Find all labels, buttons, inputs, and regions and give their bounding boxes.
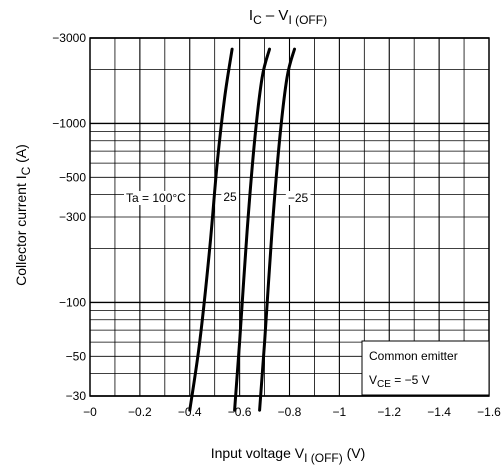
series-label-25: 25 (223, 190, 237, 204)
x-axis-unit: (V) (347, 445, 366, 461)
annotation-vce: VCE = −5 V (369, 373, 430, 390)
series-label-bg-100c (124, 191, 189, 205)
title-sep: – V (262, 7, 289, 24)
annotation-vce-sub: CE (377, 379, 391, 390)
annotation-common-emitter: Common emitter (369, 349, 458, 363)
y-tick-label: −100 (59, 295, 86, 309)
series-curve-1 (233, 47, 271, 412)
x-axis-label: Input voltage VI (OFF) (V) (211, 445, 366, 465)
chart-title: IC – VI (OFF) (249, 7, 327, 27)
y-axis-label: Collector current IC (A) (13, 144, 33, 286)
series-curve-2 (258, 47, 296, 412)
x-tick-label: −0 (83, 405, 97, 419)
x-tick-label: −0.8 (278, 405, 302, 419)
y-tick-label: −500 (59, 170, 86, 184)
title-ic: I (249, 7, 253, 24)
y-axis-var: I (13, 175, 29, 179)
y-tick-label: −50 (66, 349, 87, 363)
title-ic-sub: C (253, 13, 262, 27)
x-tick-label: −1.4 (427, 405, 451, 419)
plot-frame (89, 37, 490, 397)
series-label-minus25: −25 (288, 191, 309, 205)
x-axis-text: Input voltage (211, 445, 291, 461)
series-label-bg-25 (221, 190, 239, 204)
y-axis-text: Collector current (13, 183, 29, 286)
annotation-vce-value: = −5 V (391, 373, 430, 387)
x-axis-var: V (295, 445, 305, 461)
y-tick-label: −300 (59, 210, 86, 224)
x-tick-label: −1.6 (477, 405, 501, 419)
y-tick-label: −30 (66, 389, 87, 403)
x-tick-label: −1 (333, 405, 347, 419)
curves (188, 47, 296, 412)
series-label-100c: Ta = 100°C (126, 191, 186, 205)
annotation-box (361, 340, 490, 396)
y-axis-unit: (A) (13, 144, 29, 163)
x-tick-label: −1.2 (377, 405, 401, 419)
annotation-vce-var: V (369, 373, 377, 387)
tick-labels: −0 −0.2 −0.4 −0.6 −0.8 −1 −1.2 −1.4 −1.6 −30 −50 −1… (52, 31, 501, 419)
y-tick-label: −3000 (52, 31, 86, 45)
x-tick-label: −0.2 (128, 405, 152, 419)
series-curve-0 (188, 47, 234, 412)
y-tick-label: −1000 (52, 116, 86, 130)
x-axis-var-sub: I (OFF) (304, 451, 343, 465)
series-label-bg-minus25 (285, 191, 311, 205)
x-tick-label: −0.4 (178, 405, 202, 419)
y-axis-var-sub: C (19, 166, 33, 175)
x-tick-label: −0.6 (228, 405, 252, 419)
title-vi-sub: I (OFF) (288, 13, 327, 27)
